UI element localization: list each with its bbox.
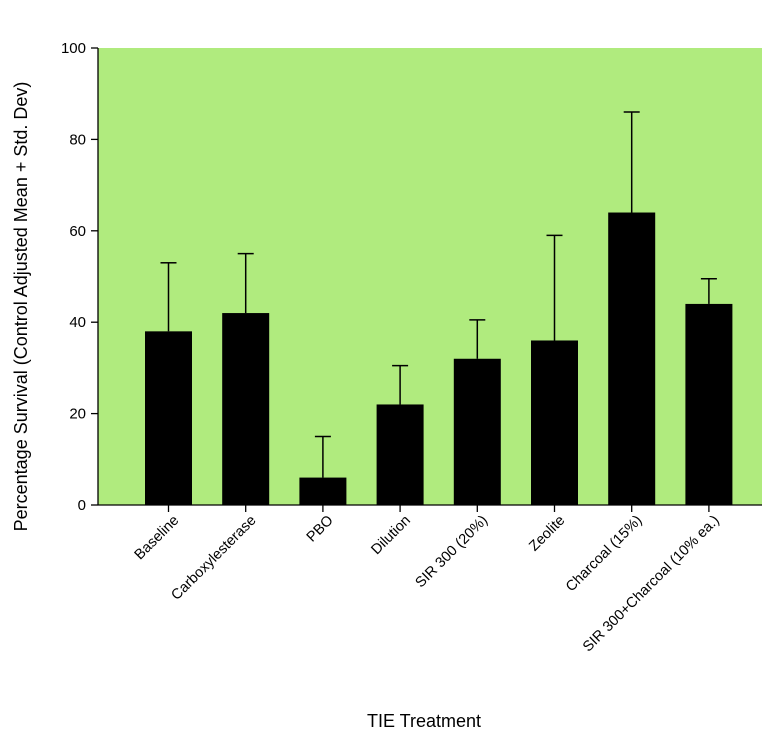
y-tick-label: 20 xyxy=(69,406,86,423)
y-tick-label: 100 xyxy=(61,40,86,57)
bar xyxy=(685,303,733,505)
bar xyxy=(222,313,270,505)
x-tick-label: Dilution xyxy=(368,513,414,559)
y-tick-label: 40 xyxy=(69,314,86,331)
plot-area xyxy=(98,48,762,505)
bar xyxy=(531,340,578,505)
x-tick-label: Baseline xyxy=(132,513,183,564)
bar xyxy=(376,404,424,505)
x-tick-label: Carboxylesterase xyxy=(168,513,259,604)
bar xyxy=(453,358,501,505)
bar xyxy=(299,477,347,505)
bars-group xyxy=(145,212,733,505)
x-tick-label: Charcoal (15%) xyxy=(563,513,646,596)
x-tick-label: PBO xyxy=(304,513,337,546)
bar xyxy=(145,331,192,505)
x-tick-label: SIR 300 (20%) xyxy=(413,513,492,592)
bar xyxy=(608,212,656,505)
y-tick-label: 80 xyxy=(69,131,86,148)
x-tick-label: Zeolite xyxy=(526,513,568,555)
y-axis: 0 20 40 60 80 100 xyxy=(61,40,99,514)
x-axis-title: TIE Treatment xyxy=(367,711,481,731)
error-bars-group xyxy=(160,111,717,478)
x-tick-label: SIR 300+Charcoal (10% ea.) xyxy=(580,513,723,656)
y-tick-label: 0 xyxy=(78,497,86,514)
y-axis-title: Percentage Survival (Control Adjusted Me… xyxy=(11,82,31,532)
y-tick-label: 60 xyxy=(69,223,86,240)
